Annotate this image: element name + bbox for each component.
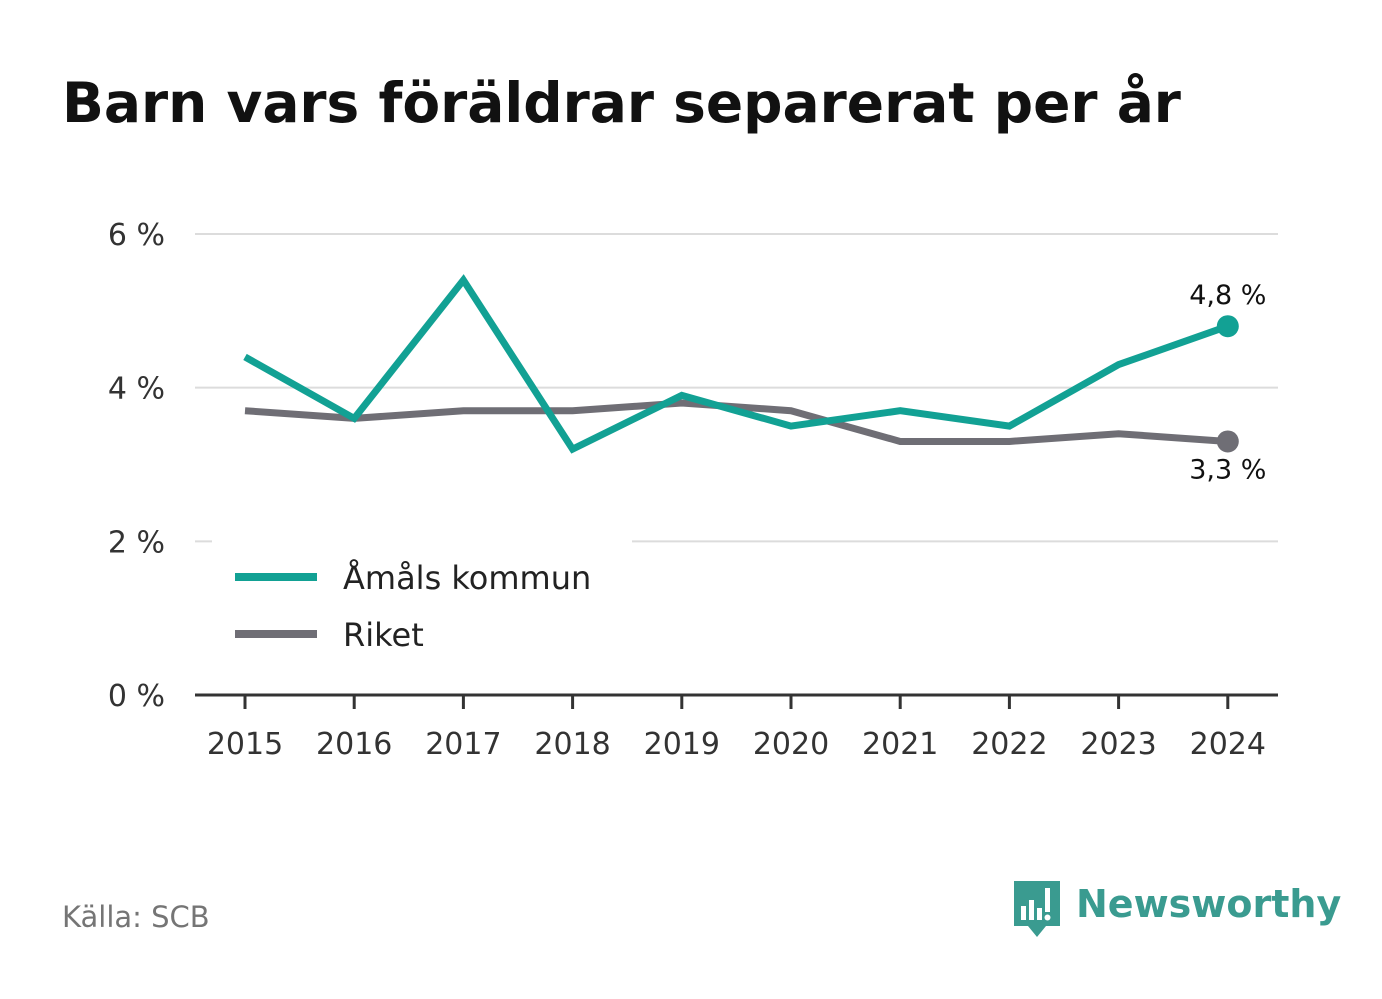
end-value-label: 4,8 % (1189, 280, 1266, 311)
newsworthy-logo-icon (1014, 881, 1060, 937)
legend: Åmåls kommun Riket (235, 559, 591, 654)
x-tick-label: 2017 (425, 727, 501, 762)
series-end-point (1216, 315, 1239, 338)
x-tick-label: 2023 (1080, 727, 1156, 762)
gridlines (195, 233, 1278, 543)
end-labels: 4,8 % 3,3 % (1189, 280, 1266, 485)
series-lines (243, 274, 1239, 454)
end-value-label: 3,3 % (1189, 454, 1266, 485)
y-axis-ticks: 0 % 2 % 4 % 6 % (108, 218, 165, 714)
chart-title: Barn vars föräldrar separerat per år (62, 71, 1181, 135)
brand-name: Newsworthy (1076, 882, 1342, 926)
x-axis-ticks: 2015 2016 2017 2018 2019 2020 2021 2022 2023 2024 (207, 695, 1266, 762)
x-tick-label: 2016 (316, 727, 392, 762)
x-tick-label: 2021 (862, 727, 938, 762)
x-tick-label: 2015 (207, 727, 283, 762)
series-end-point (1216, 430, 1239, 453)
legend-label: Åmåls kommun (343, 559, 591, 597)
x-tick-label: 2018 (534, 727, 610, 762)
x-tick-label: 2022 (971, 727, 1047, 762)
legend-label: Riket (343, 616, 424, 654)
series-line (243, 274, 1229, 454)
x-tick-label: 2024 (1190, 727, 1266, 762)
newsworthy-logo: Newsworthy (1012, 878, 1341, 942)
y-tick-label: 4 % (108, 372, 165, 407)
series-line (244, 399, 1229, 445)
x-tick-label: 2019 (644, 727, 720, 762)
legend-background (212, 540, 632, 668)
y-tick-label: 0 % (108, 679, 165, 714)
source-note: Källa: SCB (62, 900, 210, 934)
y-tick-label: 6 % (108, 218, 165, 253)
y-tick-label: 2 % (108, 525, 165, 560)
x-tick-label: 2020 (753, 727, 829, 762)
